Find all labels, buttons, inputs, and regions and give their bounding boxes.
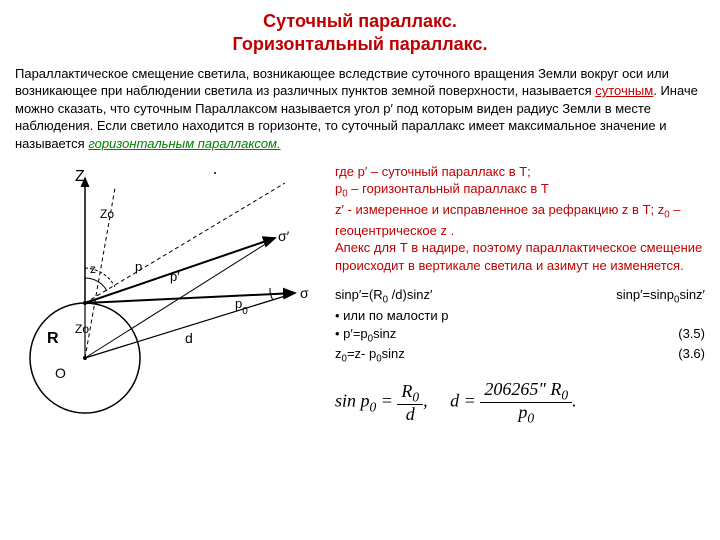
svg-text:O: O [55,365,66,381]
f1b: /d)sinz′ [388,287,432,302]
title-line1: Суточный параллакс. [263,11,457,31]
svg-text:p0: p0 [235,296,248,317]
intro-red: суточным [595,83,653,98]
svg-text:p′: p′ [170,269,180,284]
svg-text:Z: Z [75,168,85,185]
b206sub: 0 [561,388,568,403]
svg-text:σ: σ [300,285,309,301]
f2b: sinz′ [679,287,705,302]
bp0: p [518,402,527,422]
f4b: =z- p [347,346,376,361]
bsinp: sin p [335,391,370,411]
parallax-diagram: O R Zo Z Zo z σ′ σ [15,163,325,426]
f3b: • p′=p [335,326,368,341]
f2: sinp′=sinp [616,287,674,302]
desc4: Апекс для Т в надире, поэтому параллакти… [335,240,702,273]
desc2b: – горизонтальный параллакс в Т [348,181,549,196]
f1: sinp′=(R [335,287,383,302]
bd: d [397,405,423,423]
intro-p1: Параллактическое смещение светила, возни… [15,66,669,99]
eq36: (3.6) [678,345,705,366]
svg-text:p: p [135,259,142,274]
bp0sub: 0 [527,411,534,426]
bd2: d = [450,391,480,411]
bend: . [572,391,577,411]
bRsub: 0 [412,390,419,405]
desc1: где p′ – суточный параллакс в Т; [335,164,531,179]
svg-text:Zo: Zo [75,322,89,336]
bR0: R [401,381,412,401]
bottom-equation: sin p0 = R0d, d = 206265″ R0p0. [335,380,705,425]
svg-text:Zo: Zo [100,207,114,221]
formulas-block: sinp′=(R 0 /d)sinz′ sinp′=sinp 0 sinz′ • ил… [335,286,705,425]
beq: = [376,391,397,411]
title-line2: Горизонтальный параллакс. [233,34,488,54]
bcomma: , [423,391,432,411]
eq35: (3.5) [678,325,705,346]
intro-text: Параллактическое смещение светила, возни… [15,65,705,153]
intro-green: горизонтальным параллаксом. [88,136,280,151]
svg-text:R: R [47,330,59,347]
svg-text:σ′: σ′ [278,228,290,244]
right-column: где p′ – суточный параллакс в Т; p0 – го… [335,163,705,426]
f3a: • или по малости p [335,307,705,325]
f3bc: sinz [373,326,396,341]
f4c: sinz [382,346,405,361]
desc3: z′ - измеренное и исправленное за рефрак… [335,202,664,217]
b206: 206265″ R [484,379,561,399]
svg-text:d: d [185,330,193,346]
